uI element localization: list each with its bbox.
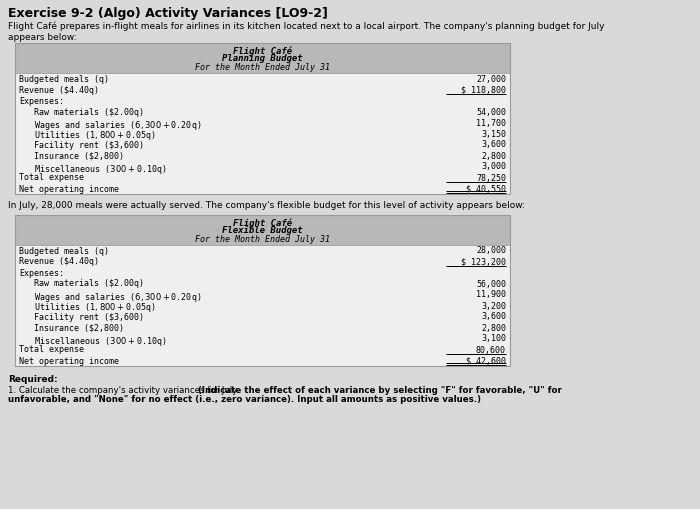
Text: Revenue ($4.40q): Revenue ($4.40q) [19, 86, 99, 95]
Text: Raw materials ($2.00q): Raw materials ($2.00q) [19, 107, 144, 117]
Text: 11,700: 11,700 [476, 119, 506, 127]
Text: Insurance ($2,800): Insurance ($2,800) [19, 324, 124, 332]
Text: 80,600: 80,600 [476, 346, 506, 354]
Text: Wages and salaries ($6,300+ $0.20q): Wages and salaries ($6,300+ $0.20q) [19, 291, 202, 303]
Text: unfavorable, and "None" for no effect (i.e., zero variance). Input all amounts a: unfavorable, and "None" for no effect (i… [8, 395, 481, 404]
Text: Insurance ($2,800): Insurance ($2,800) [19, 152, 124, 160]
Text: Revenue ($4.40q): Revenue ($4.40q) [19, 258, 99, 267]
Text: Net operating income: Net operating income [19, 356, 119, 365]
Text: 3,600: 3,600 [481, 313, 506, 322]
Text: Facility rent ($3,600): Facility rent ($3,600) [19, 313, 144, 322]
Bar [15, 43, 510, 194]
Text: 56,000: 56,000 [476, 279, 506, 289]
Text: 3,600: 3,600 [481, 140, 506, 150]
Text: In July, 28,000 meals were actually served. The company's flexible budget for th: In July, 28,000 meals were actually serv… [8, 201, 525, 210]
Text: 3,200: 3,200 [481, 301, 506, 310]
Text: Budgeted meals (q): Budgeted meals (q) [19, 246, 109, 256]
Text: $ 42,600: $ 42,600 [466, 356, 506, 365]
Text: Required:: Required: [8, 375, 57, 384]
Text: Raw materials ($2.00q): Raw materials ($2.00q) [19, 279, 144, 289]
Text: $ 40,550: $ 40,550 [466, 184, 506, 193]
Text: Flight Café: Flight Café [233, 218, 292, 228]
Text: Expenses:: Expenses: [19, 97, 64, 105]
Text: Flexible Budget: Flexible Budget [222, 226, 303, 235]
Text: Exercise 9-2 (Algo) Activity Variances [LO9-2]: Exercise 9-2 (Algo) Activity Variances [… [8, 7, 328, 20]
Text: For the Month Ended July 31: For the Month Ended July 31 [195, 63, 330, 72]
Text: Expenses:: Expenses: [19, 269, 64, 277]
Text: 2,800: 2,800 [481, 324, 506, 332]
Text: Miscellaneous ($300 + $0.10q): Miscellaneous ($300 + $0.10q) [19, 334, 167, 348]
Text: Miscellaneous ($300 + $0.10q): Miscellaneous ($300 + $0.10q) [19, 162, 167, 176]
Text: 1. Calculate the company's activity variances for July.: 1. Calculate the company's activity vari… [8, 386, 241, 395]
Text: Planning Budget: Planning Budget [222, 54, 303, 63]
Text: (Indicate the effect of each variance by selecting "F" for favorable, "U" for: (Indicate the effect of each variance by… [198, 386, 562, 395]
Bar [15, 245, 510, 366]
Text: 3,000: 3,000 [481, 162, 506, 172]
Text: 3,100: 3,100 [481, 334, 506, 344]
Text: 3,150: 3,150 [481, 129, 506, 138]
Text: Flight Café: Flight Café [233, 46, 292, 55]
Bar [15, 43, 510, 73]
Text: 28,000: 28,000 [476, 246, 506, 256]
Text: Budgeted meals (q): Budgeted meals (q) [19, 74, 109, 83]
Text: Utilities ($1,800 + $0.05q): Utilities ($1,800 + $0.05q) [19, 129, 156, 143]
Text: Facility rent ($3,600): Facility rent ($3,600) [19, 140, 144, 150]
Text: Total expense: Total expense [19, 174, 84, 183]
Text: $ 118,800: $ 118,800 [461, 86, 506, 95]
Text: Flight Café prepares in-flight meals for airlines in its kitchen located next to: Flight Café prepares in-flight meals for… [8, 21, 605, 42]
Bar [15, 215, 510, 245]
Bar [15, 215, 510, 366]
Text: 78,250: 78,250 [476, 174, 506, 183]
Text: 2,800: 2,800 [481, 152, 506, 160]
Text: $ 123,200: $ 123,200 [461, 258, 506, 267]
Text: For the Month Ended July 31: For the Month Ended July 31 [195, 235, 330, 244]
Text: 54,000: 54,000 [476, 107, 506, 117]
Text: 11,900: 11,900 [476, 291, 506, 299]
Text: 27,000: 27,000 [476, 74, 506, 83]
Text: Net operating income: Net operating income [19, 184, 119, 193]
Text: Utilities ($1,800 + $0.05q): Utilities ($1,800 + $0.05q) [19, 301, 156, 315]
Text: Total expense: Total expense [19, 346, 84, 354]
Bar [15, 73, 510, 194]
Text: Wages and salaries ($6,300 + $0.20q): Wages and salaries ($6,300 + $0.20q) [19, 119, 202, 131]
